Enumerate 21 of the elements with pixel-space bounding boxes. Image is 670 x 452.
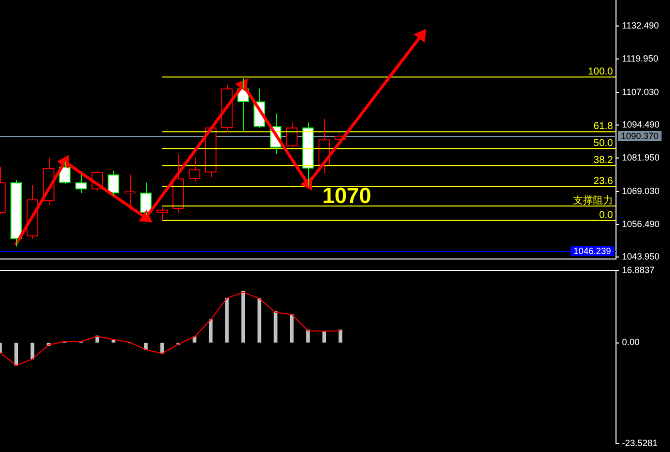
y-tick-label: 1056.490 xyxy=(622,218,660,229)
y-tick-label: 1132.490 xyxy=(622,20,659,31)
series-label: 61.8 xyxy=(594,121,614,132)
series-label: 50.0 xyxy=(594,138,614,150)
y-tick-label: 0.00 xyxy=(622,337,640,348)
y-tick-label: 1094.490 xyxy=(622,120,660,130)
ref-line-label: 1046.239 xyxy=(573,246,612,256)
y-tick-label: 1107.030 xyxy=(622,87,659,97)
series-label: 23.6 xyxy=(594,176,614,187)
ref-line-label: 1090.370 xyxy=(621,130,659,141)
series-label: 0.0 xyxy=(599,210,614,221)
series-label: 100.0 xyxy=(588,66,614,78)
y-tick-label: 1069.030 xyxy=(622,186,660,196)
series-label: 38.2 xyxy=(594,155,614,166)
annotation: 1070 xyxy=(322,182,372,208)
y-tick-label: 1043.950 xyxy=(622,252,660,262)
y-tick-label: -23.5281 xyxy=(622,438,658,448)
series-label: 支撑阻力 xyxy=(573,194,613,207)
y-tick-label: 1081.950 xyxy=(622,152,660,162)
y-tick-label: 1119.950 xyxy=(622,53,658,64)
y-tick-label: 16.8837 xyxy=(622,264,655,275)
